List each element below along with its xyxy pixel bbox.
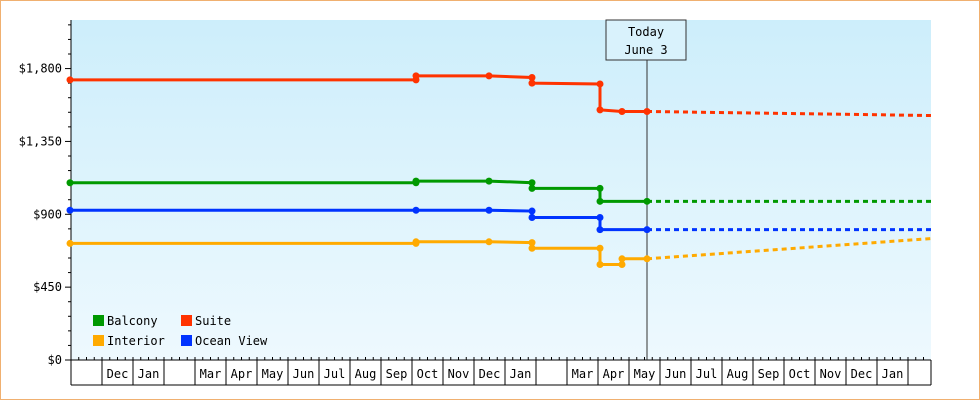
- y-tick-label: $1,350: [19, 134, 62, 148]
- x-month-label: Aug: [727, 367, 749, 381]
- x-month-label: Jan: [882, 367, 904, 381]
- data-point-ocean-view: [596, 226, 604, 234]
- x-month-label: Jul: [324, 367, 346, 381]
- legend-label-balcony: Balcony: [107, 314, 158, 328]
- x-month-label: Apr: [231, 367, 253, 381]
- forecast-line-suite: [646, 109, 932, 118]
- data-point-suite: [618, 107, 626, 115]
- data-point-suite: [596, 80, 604, 88]
- data-point-suite: [485, 72, 493, 80]
- data-point-balcony: [596, 197, 604, 205]
- y-tick-label: $450: [33, 280, 62, 294]
- data-point-interior: [618, 255, 626, 263]
- data-point-ocean-view: [596, 214, 604, 222]
- legend-label-suite: Suite: [195, 314, 231, 328]
- x-month-label: Dec: [479, 367, 501, 381]
- today-date: June 3: [624, 43, 667, 57]
- data-point-balcony: [66, 179, 74, 187]
- today-label: Today: [628, 25, 664, 39]
- x-month-label: Jan: [138, 367, 160, 381]
- x-month-label: Oct: [417, 367, 439, 381]
- x-month-label: Nov: [448, 367, 470, 381]
- x-month-label: Aug: [355, 367, 377, 381]
- data-point-suite: [528, 79, 536, 87]
- plot-area: [71, 20, 931, 360]
- data-point-suite: [528, 73, 536, 81]
- data-point-interior: [412, 238, 420, 246]
- forecast-line-interior: [646, 237, 932, 261]
- data-point-interior: [528, 239, 536, 247]
- x-month-label: Apr: [603, 367, 625, 381]
- legend-swatch-interior: [93, 335, 104, 346]
- x-month-label: Sep: [758, 367, 780, 381]
- x-month-label: May: [262, 367, 284, 381]
- x-month-label: Jan: [510, 367, 532, 381]
- data-point-ocean-view: [412, 206, 420, 214]
- x-month-label: Mar: [572, 367, 594, 381]
- legend-swatch-ocean-view: [181, 335, 192, 346]
- data-point-ocean-view: [528, 214, 536, 222]
- data-point-suite: [412, 72, 420, 80]
- x-month-label: Nov: [820, 367, 842, 381]
- y-tick-label: $1,800: [19, 62, 62, 76]
- data-point-balcony: [412, 177, 420, 185]
- data-point-balcony: [528, 179, 536, 187]
- legend-label-ocean-view: Ocean View: [195, 334, 268, 348]
- data-point-suite: [66, 76, 74, 84]
- data-point-suite: [596, 106, 604, 114]
- data-point-ocean-view: [528, 207, 536, 215]
- x-month-label: Dec: [107, 367, 129, 381]
- legend-swatch-balcony: [93, 315, 104, 326]
- today-box: [605, 19, 687, 61]
- y-tick-label: $900: [33, 207, 62, 221]
- data-point-balcony: [528, 184, 536, 192]
- legend-swatch-suite: [181, 315, 192, 326]
- data-point-ocean-view: [66, 206, 74, 214]
- data-point-balcony: [596, 184, 604, 192]
- data-point-balcony: [485, 177, 493, 185]
- data-point-interior: [596, 244, 604, 252]
- data-point-interior: [528, 244, 536, 252]
- data-point-interior: [485, 238, 493, 246]
- legend-label-interior: Interior: [107, 334, 165, 348]
- data-point-interior: [66, 239, 74, 247]
- x-month-label: Jun: [293, 367, 315, 381]
- x-month-label: Jul: [696, 367, 718, 381]
- data-point-ocean-view: [485, 206, 493, 214]
- x-month-label: Jun: [665, 367, 687, 381]
- y-tick-label: $0: [48, 353, 62, 367]
- data-point-interior: [596, 260, 604, 268]
- x-month-label: Oct: [789, 367, 811, 381]
- x-month-label: Sep: [386, 367, 408, 381]
- x-month-label: Dec: [851, 367, 873, 381]
- x-month-label: Mar: [200, 367, 222, 381]
- data-point-interior: [618, 260, 626, 268]
- x-month-label: May: [634, 367, 656, 381]
